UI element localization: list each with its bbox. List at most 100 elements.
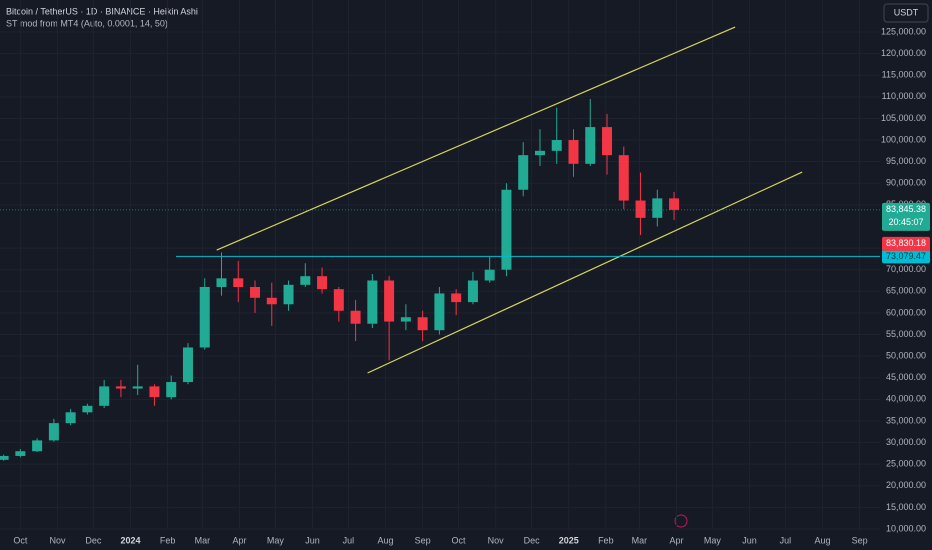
candle-body [451, 293, 462, 303]
plot [0, 26, 880, 461]
y-tick-label: 100,000.00 [881, 134, 926, 144]
candle-body [199, 286, 210, 348]
candle-body [300, 276, 311, 285]
x-tick-label: Sep [852, 535, 868, 545]
candle-body [32, 440, 43, 452]
y-tick-label: 65,000.00 [886, 286, 926, 296]
x-tick-label: Aug [815, 535, 831, 545]
candle-body [115, 386, 126, 389]
candle-body [501, 189, 512, 270]
y-tick-label: 55,000.00 [886, 329, 926, 339]
x-tick-label: Jul [780, 535, 792, 545]
y-tick-label: 120,000.00 [881, 48, 926, 58]
y-tick-label: 90,000.00 [886, 178, 926, 188]
candle-body [367, 280, 378, 324]
candle-body [484, 269, 495, 281]
x-tick-label: Jun [305, 535, 320, 545]
countdown: 20:45:07 [888, 217, 923, 227]
y-tick-label: 105,000.00 [881, 113, 926, 123]
x-tick-label: 2024 [120, 535, 140, 545]
x-tick-label: Feb [160, 535, 176, 545]
y-tick-label: 35,000.00 [886, 415, 926, 425]
x-tick-label: Aug [378, 535, 394, 545]
chart-title: Bitcoin / TetherUS · 1D · BINANCE · Heik… [6, 6, 198, 16]
currency-button[interactable] [883, 3, 929, 23]
y-tick-label: 70,000.00 [886, 264, 926, 274]
candle-body [15, 451, 26, 456]
x-tick-label: Nov [488, 535, 505, 545]
y-tick-label: 125,000.00 [881, 26, 926, 36]
price-tag [882, 202, 930, 231]
y-tick-label: 30,000.00 [886, 437, 926, 447]
price-tag [882, 249, 930, 264]
candle-body [216, 278, 227, 287]
x-tick-label: Nov [49, 535, 66, 545]
x-tick-label: Mar [632, 535, 648, 545]
candle-body [568, 140, 579, 164]
x-tick-label: Sep [415, 535, 431, 545]
y-tick-label: 60,000.00 [886, 307, 926, 317]
x-tick-label: Jul [343, 535, 355, 545]
x-tick-label: Feb [598, 535, 614, 545]
candle-body [182, 347, 193, 383]
axes: 10,000.00 15,000.00 20,000.00 25,000.00 30,0… [13, 26, 930, 545]
x-tick-label: Oct [452, 535, 467, 545]
candle-body [518, 155, 529, 190]
candle-body [669, 198, 680, 210]
candle-body [0, 455, 9, 460]
currency-button-label[interactable]: USDT [894, 7, 919, 17]
x-tick-label: May [267, 535, 285, 545]
x-tick-label: Apr [669, 535, 683, 545]
x-tick-label: May [704, 535, 722, 545]
x-tick-label: Jun [742, 535, 757, 545]
y-tick-label: 95,000.00 [886, 156, 926, 166]
grid [0, 0, 880, 530]
candle-body [350, 310, 361, 324]
candle-body [65, 412, 76, 424]
candle-body [250, 286, 261, 298]
candle-body [283, 284, 294, 305]
x-tick-label: Mar [195, 535, 211, 545]
candle-body [166, 382, 177, 398]
y-tick-label: 110,000.00 [882, 91, 926, 101]
candle-body [99, 386, 110, 406]
x-tick-label: 2025 [559, 535, 579, 545]
candle-body [82, 405, 93, 413]
trendline [367, 171, 803, 374]
candle-body [384, 280, 395, 322]
candle-body [534, 150, 545, 156]
indicator-label: ST mod from MT4 (Auto, 0.0001, 14, 50) [6, 18, 168, 28]
candle-body [467, 280, 478, 303]
candle-body [635, 200, 646, 218]
candle-body [266, 297, 277, 305]
y-tick-label: 25,000.00 [886, 459, 926, 469]
y-tick-label: 20,000.00 [886, 480, 926, 490]
y-tick-label: 115,000.00 [882, 70, 926, 80]
price-tag-label: 73,079.47 [886, 251, 926, 261]
candle-body [417, 317, 428, 331]
price-tag-label: 83,845.38 [886, 204, 926, 214]
price-tag [882, 236, 930, 251]
candle-body [48, 423, 59, 441]
candle-body [434, 293, 445, 331]
y-tick-label: 50,000.00 [886, 351, 926, 361]
trendline [216, 26, 736, 251]
x-tick-label: Dec [85, 535, 102, 545]
candle-body [233, 278, 244, 287]
candle-body [652, 198, 663, 218]
x-tick-label: Dec [524, 535, 541, 545]
y-tick-label: 10,000.00 [886, 523, 926, 533]
y-tick-label: 40,000.00 [886, 394, 926, 404]
candle-body [618, 155, 629, 201]
candle-body [317, 276, 328, 290]
candle-body [602, 127, 613, 156]
candle-body [551, 140, 562, 151]
event-icon[interactable] [674, 514, 688, 528]
price-tag-label: 83,830.18 [886, 238, 926, 248]
candle-body [400, 317, 411, 322]
candle-body [132, 386, 143, 389]
y-tick-label: 15,000.00 [886, 502, 926, 512]
